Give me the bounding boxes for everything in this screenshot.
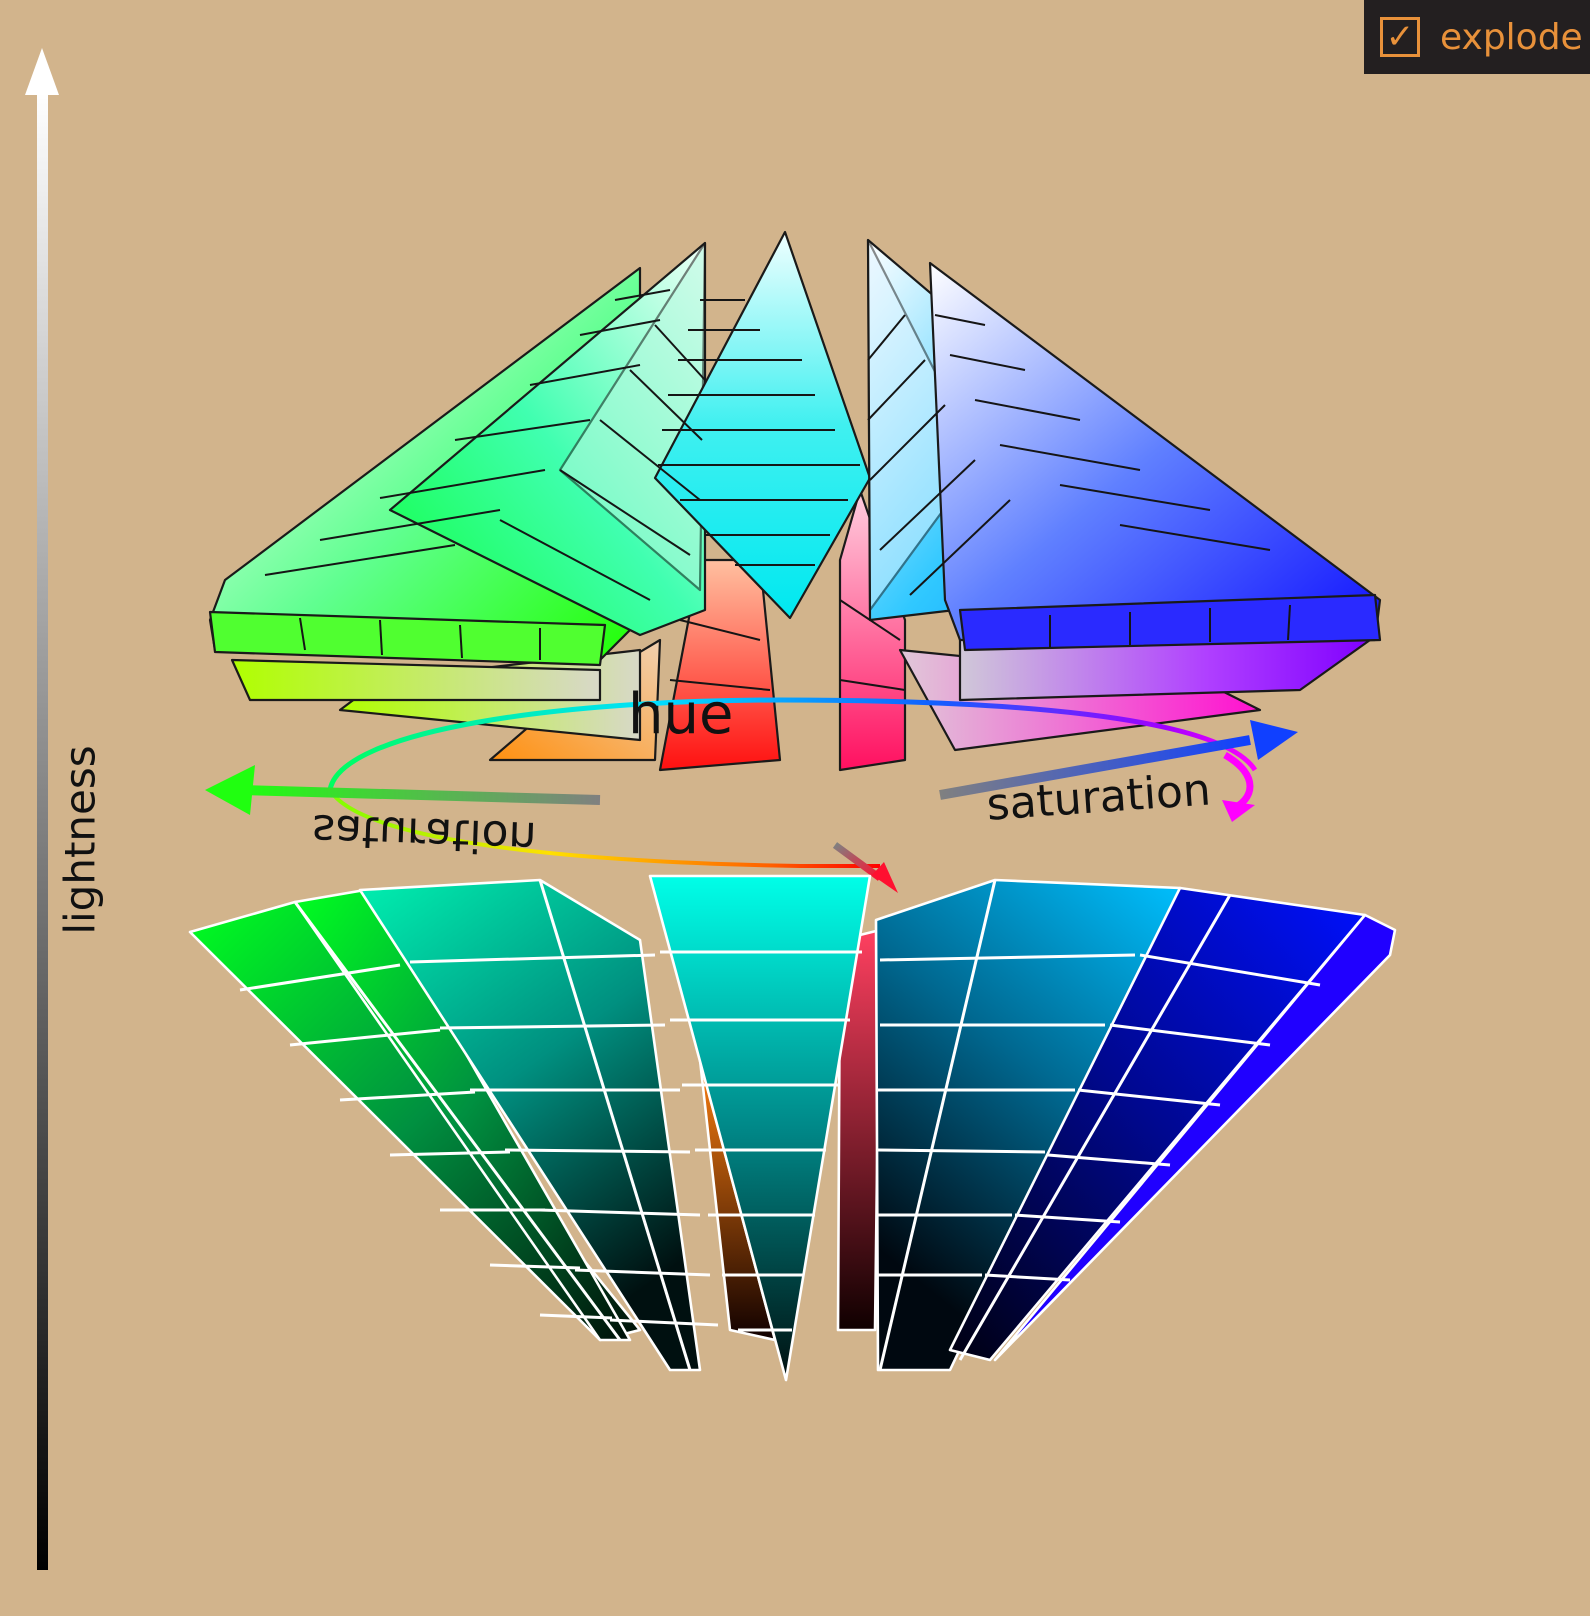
upper-wedge-green-side [208, 610, 607, 667]
lower-wedge-teal [358, 878, 702, 1372]
saturation-arrow-front-head [872, 862, 898, 893]
saturation-arrows [205, 720, 1298, 893]
explode-toggle[interactable]: ✓ explode [1364, 0, 1590, 74]
saturation-arrow-left-head [205, 765, 255, 815]
lower-cone-grid [239, 879, 1321, 1371]
saturation-axis-label-left: saturation [311, 804, 538, 863]
upper-cone [208, 230, 1382, 772]
saturation-arrow-right-shaft [939, 735, 1251, 800]
upper-cone-grid [264, 289, 1291, 691]
lower-wedge-blue [948, 886, 1367, 1362]
upper-wedge-green-front [230, 658, 602, 702]
lower-cone [188, 874, 1397, 1382]
hue-ring [327, 697, 1258, 869]
explode-label: explode [1440, 16, 1583, 58]
upper-wedge-blue-side [958, 593, 1382, 652]
lightness-axis-label: lightness [55, 745, 105, 935]
lightness-axis [25, 48, 59, 1570]
saturation-arrow-left-shaft [239, 785, 601, 805]
hue-arrowhead [1222, 800, 1255, 822]
upper-wedge-blue-outer [928, 261, 1382, 642]
lightness-axis-shaft [37, 90, 48, 1570]
lower-wedge-cyan [648, 874, 872, 1382]
saturation-arrow-right-head [1250, 720, 1298, 760]
lower-wedge-violet [993, 913, 1397, 1362]
saturation-arrow-front-shaft [832, 842, 883, 881]
lower-wedge-inner-red [836, 928, 882, 1332]
lightness-axis-arrowhead [25, 48, 59, 95]
hue-axis-label: hue [628, 682, 734, 747]
checkmark-icon: ✓ [1385, 17, 1415, 57]
explode-checkbox[interactable]: ✓ [1380, 17, 1420, 57]
hue-ring-front [328, 788, 880, 869]
hue-ring-back [327, 697, 1258, 791]
